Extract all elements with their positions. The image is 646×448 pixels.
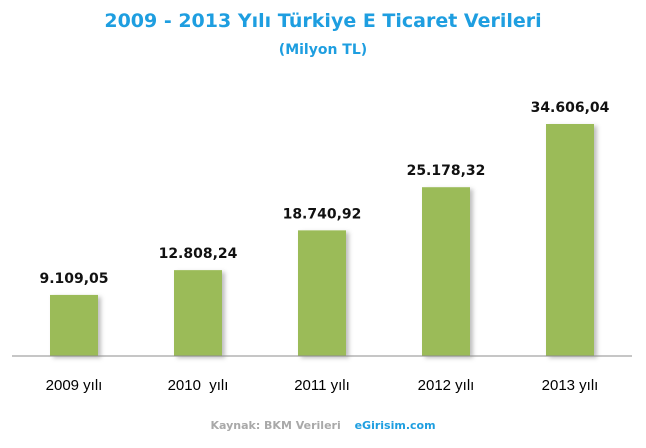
category-label-5: 2013 yılı — [542, 377, 599, 394]
bar-2 — [174, 270, 222, 356]
source-label: Kaynak: BKM Verileri — [210, 419, 341, 432]
data-label-5: 34.606,04 — [531, 100, 610, 116]
bar-1 — [50, 294, 98, 356]
bar-5 — [546, 124, 594, 356]
site-link[interactable]: eGirisim.com — [354, 419, 436, 432]
category-label-1: 2009 yılı — [46, 377, 103, 394]
footer: Kaynak: BKM Verileri eGirisim.com — [0, 419, 646, 432]
bar-3 — [298, 230, 346, 356]
chart-title: 2009 - 2013 Yılı Türkiye E Ticaret Veril… — [104, 10, 542, 32]
chart-subtitle: (Milyon TL) — [278, 42, 368, 58]
category-label-2: 2010 yılı — [168, 377, 229, 394]
data-label-3: 18.740,92 — [283, 206, 362, 222]
category-label-3: 2011 yılı — [294, 377, 350, 394]
bar-4 — [422, 187, 470, 356]
category-label-4: 2012 yılı — [418, 377, 475, 394]
data-label-4: 25.178,32 — [407, 163, 486, 179]
data-label-2: 12.808,24 — [159, 246, 238, 262]
data-label-1: 9.109,05 — [39, 271, 108, 287]
